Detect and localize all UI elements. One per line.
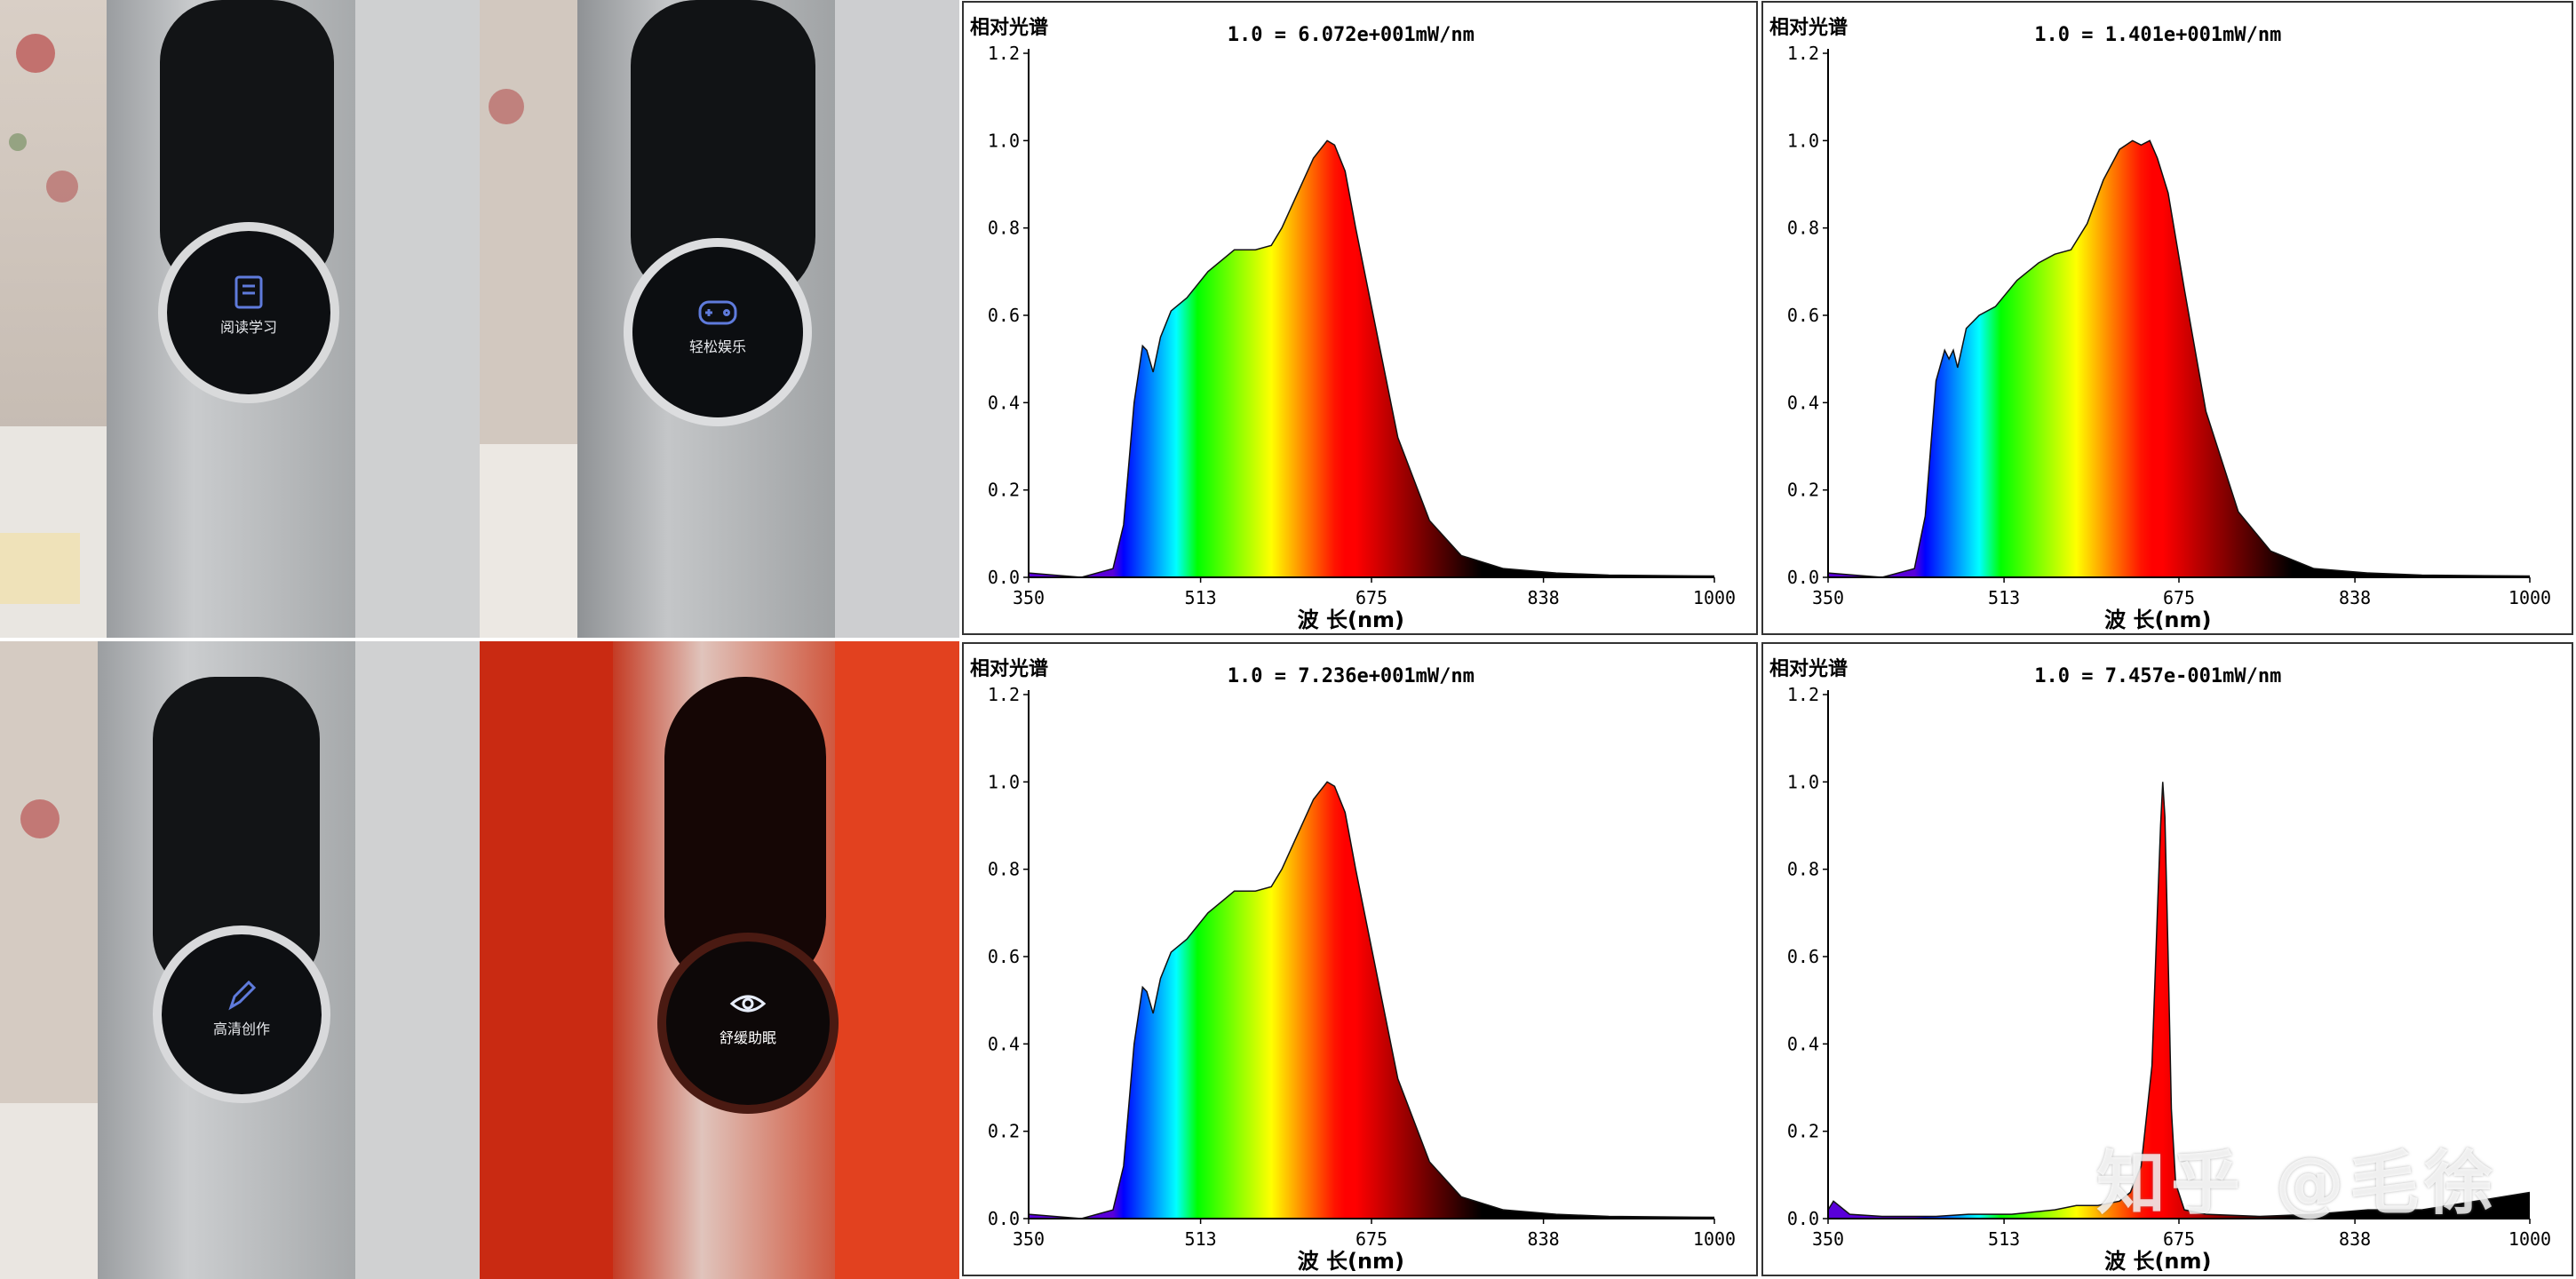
watermark: 知乎 @毛徐	[2096, 1144, 2500, 1224]
normalization-label: 1.0 = 6.072e+001mW/nm	[1228, 24, 1475, 46]
y-tick-label: 0.2	[988, 1121, 1020, 1142]
x-tick-label: 513	[1185, 1228, 1217, 1250]
y-tick-label: 0.2	[1787, 1121, 1819, 1142]
x-tick-label: 1000	[2508, 1228, 2551, 1250]
photo-entertainment-mode: 轻松娱乐	[480, 0, 959, 638]
mode-label: 高清创作	[213, 1021, 270, 1037]
normalization-label: 1.0 = 1.401e+001mW/nm	[2034, 24, 2281, 46]
spectrum-chart-2: 0.0 0.2 0.4 0.6 0.8 1.0 1.2 350 513 675 838 1000 相对光…	[1761, 0, 2576, 638]
mode-label: 舒缓助眠	[720, 1029, 776, 1046]
spectrum-chart-3: 0.0 0.2 0.4 0.6 0.8 1.0 1.2 350 513 675 838 1000 相对光…	[961, 641, 1761, 1279]
y-tick-label: 1.2	[1787, 43, 1819, 64]
y-tick-label: 0.4	[1787, 392, 1819, 413]
spectrum-line	[1827, 782, 2531, 1218]
x-tick-label: 838	[1528, 1228, 1560, 1250]
spectrum-line	[1028, 139, 1715, 578]
x-tick-label: 838	[2339, 587, 2371, 608]
photo-creation-mode: 高清创作	[0, 641, 480, 1279]
y-tick-label: 0.8	[1787, 859, 1819, 880]
spectrum-chart-4: 0.0 0.2 0.4 0.6 0.8 1.0 1.2 350 513 675 838 1000 相对光…	[1761, 641, 2576, 1279]
y-tick-label: 0.4	[988, 1033, 1020, 1054]
x-tick-label: 1000	[2508, 587, 2551, 608]
spectrum-area	[1029, 140, 1714, 578]
y-tick-label: 0.8	[1787, 218, 1819, 239]
y-tick-label: 0.2	[988, 480, 1020, 501]
x-tick-label: 513	[1185, 587, 1217, 608]
y-tick-label: 0.8	[988, 859, 1020, 880]
x-tick-label: 1000	[1693, 1228, 1736, 1250]
x-tick-label: 1000	[1693, 587, 1736, 608]
book-icon	[235, 275, 263, 309]
y-tick-label: 0.6	[1787, 305, 1819, 326]
y-tick-label: 0.0	[988, 1208, 1020, 1229]
mode-label: 轻松娱乐	[689, 338, 746, 355]
eye-icon	[729, 995, 767, 1013]
y-tick-label: 1.0	[988, 771, 1020, 792]
spectrum-area	[1828, 140, 2530, 578]
y-tick-label: 0.6	[988, 305, 1020, 326]
chart-frame	[1761, 1, 2573, 635]
spectrum-line	[1028, 781, 1715, 1219]
y-tick-label: 1.2	[1787, 684, 1819, 705]
normalization-label: 1.0 = 7.457e-001mW/nm	[2034, 665, 2281, 687]
chart-title: 相对光谱	[970, 657, 1048, 680]
mode-label: 阅读学习	[220, 319, 277, 336]
x-tick-label: 513	[1988, 1228, 2020, 1250]
y-tick-label: 0.4	[988, 392, 1020, 413]
chart-frame	[962, 642, 1758, 1276]
x-tick-label: 675	[1356, 1228, 1387, 1250]
x-tick-label: 838	[1528, 587, 1560, 608]
x-tick-label: 675	[2163, 587, 2195, 608]
x-tick-label: 350	[1013, 587, 1045, 608]
chart-title: 相对光谱	[1769, 16, 1848, 39]
y-tick-label: 0.0	[988, 567, 1020, 588]
y-tick-label: 0.6	[988, 946, 1020, 967]
y-tick-label: 0.0	[1787, 1208, 1819, 1229]
x-tick-label: 350	[1812, 587, 1844, 608]
pen-icon	[228, 980, 257, 1011]
x-tick-label: 513	[1988, 587, 2020, 608]
x-axis-label: 波 长(nm)	[1298, 1249, 1404, 1274]
y-tick-label: 0.0	[1787, 567, 1819, 588]
y-tick-label: 1.2	[988, 684, 1020, 705]
photo-reading-mode: 阅读学习	[0, 0, 480, 638]
y-tick-label: 0.8	[988, 218, 1020, 239]
x-tick-label: 838	[2339, 1228, 2371, 1250]
x-axis-label: 波 长(nm)	[1298, 608, 1404, 632]
y-tick-label: 0.4	[1787, 1033, 1819, 1054]
x-tick-label: 350	[1812, 1228, 1844, 1250]
x-axis-label: 波 长(nm)	[2104, 608, 2211, 632]
spectrum-chart-1: 0.0 0.2 0.4 0.6 0.8 1.0 1.2 350 513 675 838 1000 相对光…	[961, 0, 1761, 638]
x-tick-label: 350	[1013, 1228, 1045, 1250]
x-tick-label: 675	[1356, 587, 1387, 608]
chart-title: 相对光谱	[1769, 657, 1848, 680]
photo-sleep-mode: 舒缓助眠	[480, 641, 959, 1279]
chart-frame	[962, 1, 1758, 635]
y-tick-label: 1.0	[988, 130, 1020, 151]
chart-frame	[1761, 642, 2573, 1276]
y-tick-label: 1.2	[988, 43, 1020, 64]
y-tick-label: 1.0	[1787, 771, 1819, 792]
y-tick-label: 0.6	[1787, 946, 1819, 967]
gamepad-icon	[698, 300, 737, 325]
x-axis-label: 波 长(nm)	[2104, 1249, 2211, 1274]
y-tick-label: 1.0	[1787, 130, 1819, 151]
x-tick-label: 675	[2163, 1228, 2195, 1250]
chart-title: 相对光谱	[970, 16, 1048, 39]
normalization-label: 1.0 = 7.236e+001mW/nm	[1228, 665, 1475, 687]
spectrum-area	[1029, 782, 1714, 1219]
y-tick-label: 0.2	[1787, 480, 1819, 501]
spectrum-line	[1827, 139, 2531, 578]
